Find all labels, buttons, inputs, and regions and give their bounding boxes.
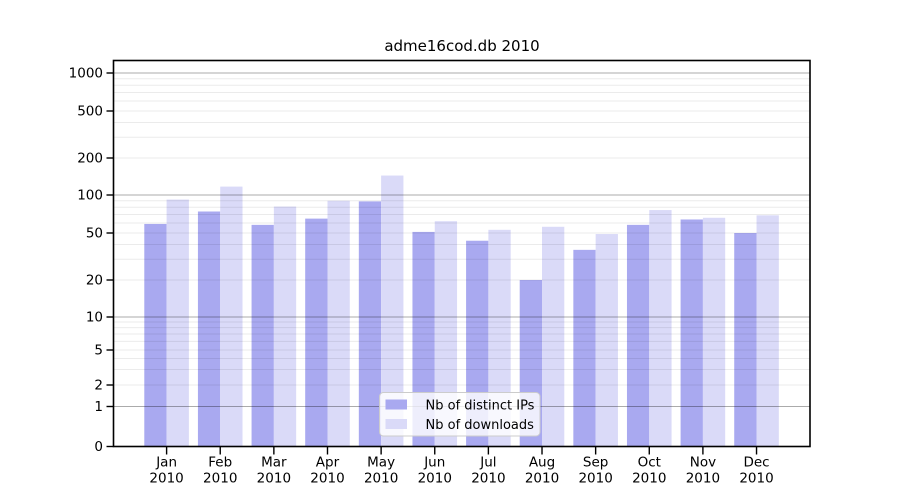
bar-jan-2010-nb-of-downloads	[166, 199, 189, 447]
y-tick-label: 10	[86, 310, 103, 326]
y-tick-label: 1000	[69, 66, 103, 82]
x-tick-label-month: Aug	[529, 455, 555, 471]
bar-sep-2010-nb-of-distinct-ips	[573, 249, 596, 447]
x-tick-label-month: Jan	[155, 455, 177, 471]
bar-dec-2010-nb-of-distinct-ips	[734, 233, 757, 447]
x-tick-label-year: 2010	[418, 471, 452, 487]
legend: Nb of distinct IPs Nb of downloads	[379, 392, 541, 437]
x-tick-label-year: 2010	[203, 471, 237, 487]
bar-nov-2010-nb-of-distinct-ips	[680, 219, 703, 447]
y-tick-label: 200	[77, 151, 103, 167]
y-tick-label: 20	[86, 273, 103, 289]
x-tick-label-month: Apr	[316, 455, 340, 471]
x-tick-label-year: 2010	[578, 471, 612, 487]
bar-mar-2010-nb-of-distinct-ips	[251, 224, 274, 447]
bar-jan-2010-nb-of-distinct-ips	[144, 223, 167, 447]
x-tick-label-month: Jul	[479, 455, 496, 471]
y-tick-label: 50	[86, 226, 103, 242]
bar-apr-2010-nb-of-distinct-ips	[305, 218, 328, 447]
bar-apr-2010-nb-of-downloads	[327, 200, 350, 447]
bar-nov-2010-nb-of-downloads	[702, 217, 726, 447]
y-axis-labels: 0 1 2 5 10 20 50 100 200 500 1000	[69, 66, 103, 456]
bar-sep-2010-nb-of-downloads	[595, 234, 618, 447]
x-tick-label-month: Mar	[261, 455, 287, 471]
bar-may-2010-nb-of-distinct-ips	[358, 201, 382, 447]
x-tick-label-year: 2010	[632, 471, 666, 487]
legend-box	[379, 392, 541, 437]
x-tick-label-month: Sep	[583, 455, 608, 471]
bar-mar-2010-nb-of-downloads	[273, 206, 297, 447]
legend-swatch-distinct-ips	[385, 399, 407, 410]
bar-feb-2010-nb-of-downloads	[220, 186, 243, 447]
legend-swatch-downloads	[385, 419, 407, 429]
x-tick-label-month: Oct	[638, 455, 661, 471]
y-tick-label: 100	[77, 188, 103, 204]
y-tick-label: 500	[77, 104, 103, 120]
bar-feb-2010-nb-of-distinct-ips	[197, 211, 221, 447]
y-tick-label: 1	[94, 399, 103, 415]
x-tick-label-year: 2010	[364, 471, 398, 487]
x-tick-label-year: 2010	[149, 471, 183, 487]
x-tick-label-year: 2010	[257, 471, 291, 487]
legend-label-downloads: Nb of downloads	[426, 418, 535, 433]
x-tick-label-year: 2010	[739, 471, 773, 487]
x-tick-label-month: May	[367, 455, 395, 471]
x-tick-label-year: 2010	[686, 471, 720, 487]
x-tick-label-year: 2010	[471, 471, 505, 487]
x-tick-label-month: Dec	[743, 455, 769, 471]
x-tick-label-year: 2010	[310, 471, 344, 487]
grid-layer	[113, 72, 810, 407]
plot-border	[112, 59, 811, 448]
chart-title: adme16cod.db 2010	[384, 37, 539, 55]
bar-may-2010-nb-of-downloads	[381, 175, 404, 447]
legend-label-distinct-ips: Nb of distinct IPs	[426, 399, 535, 414]
x-tick-label-month: Feb	[208, 455, 232, 471]
x-tick-label-month: Nov	[690, 455, 716, 471]
bar-aug-2010-nb-of-downloads	[542, 226, 565, 447]
y-tick-label: 5	[94, 343, 103, 359]
ticks-layer	[106, 72, 758, 455]
bar-oct-2010-nb-of-downloads	[649, 210, 672, 447]
bar-dec-2010-nb-of-downloads	[756, 215, 779, 447]
bar-jun-2010-nb-of-downloads	[434, 221, 458, 447]
bar-oct-2010-nb-of-distinct-ips	[626, 224, 650, 447]
x-axis-labels: Jan2010Feb2010Mar2010Apr2010May2010Jun20…	[149, 455, 773, 487]
x-tick-label-year: 2010	[525, 471, 559, 487]
y-tick-label: 2	[94, 378, 103, 394]
y-tick-label: 0	[94, 439, 103, 455]
x-tick-label-month: Jun	[423, 455, 445, 471]
